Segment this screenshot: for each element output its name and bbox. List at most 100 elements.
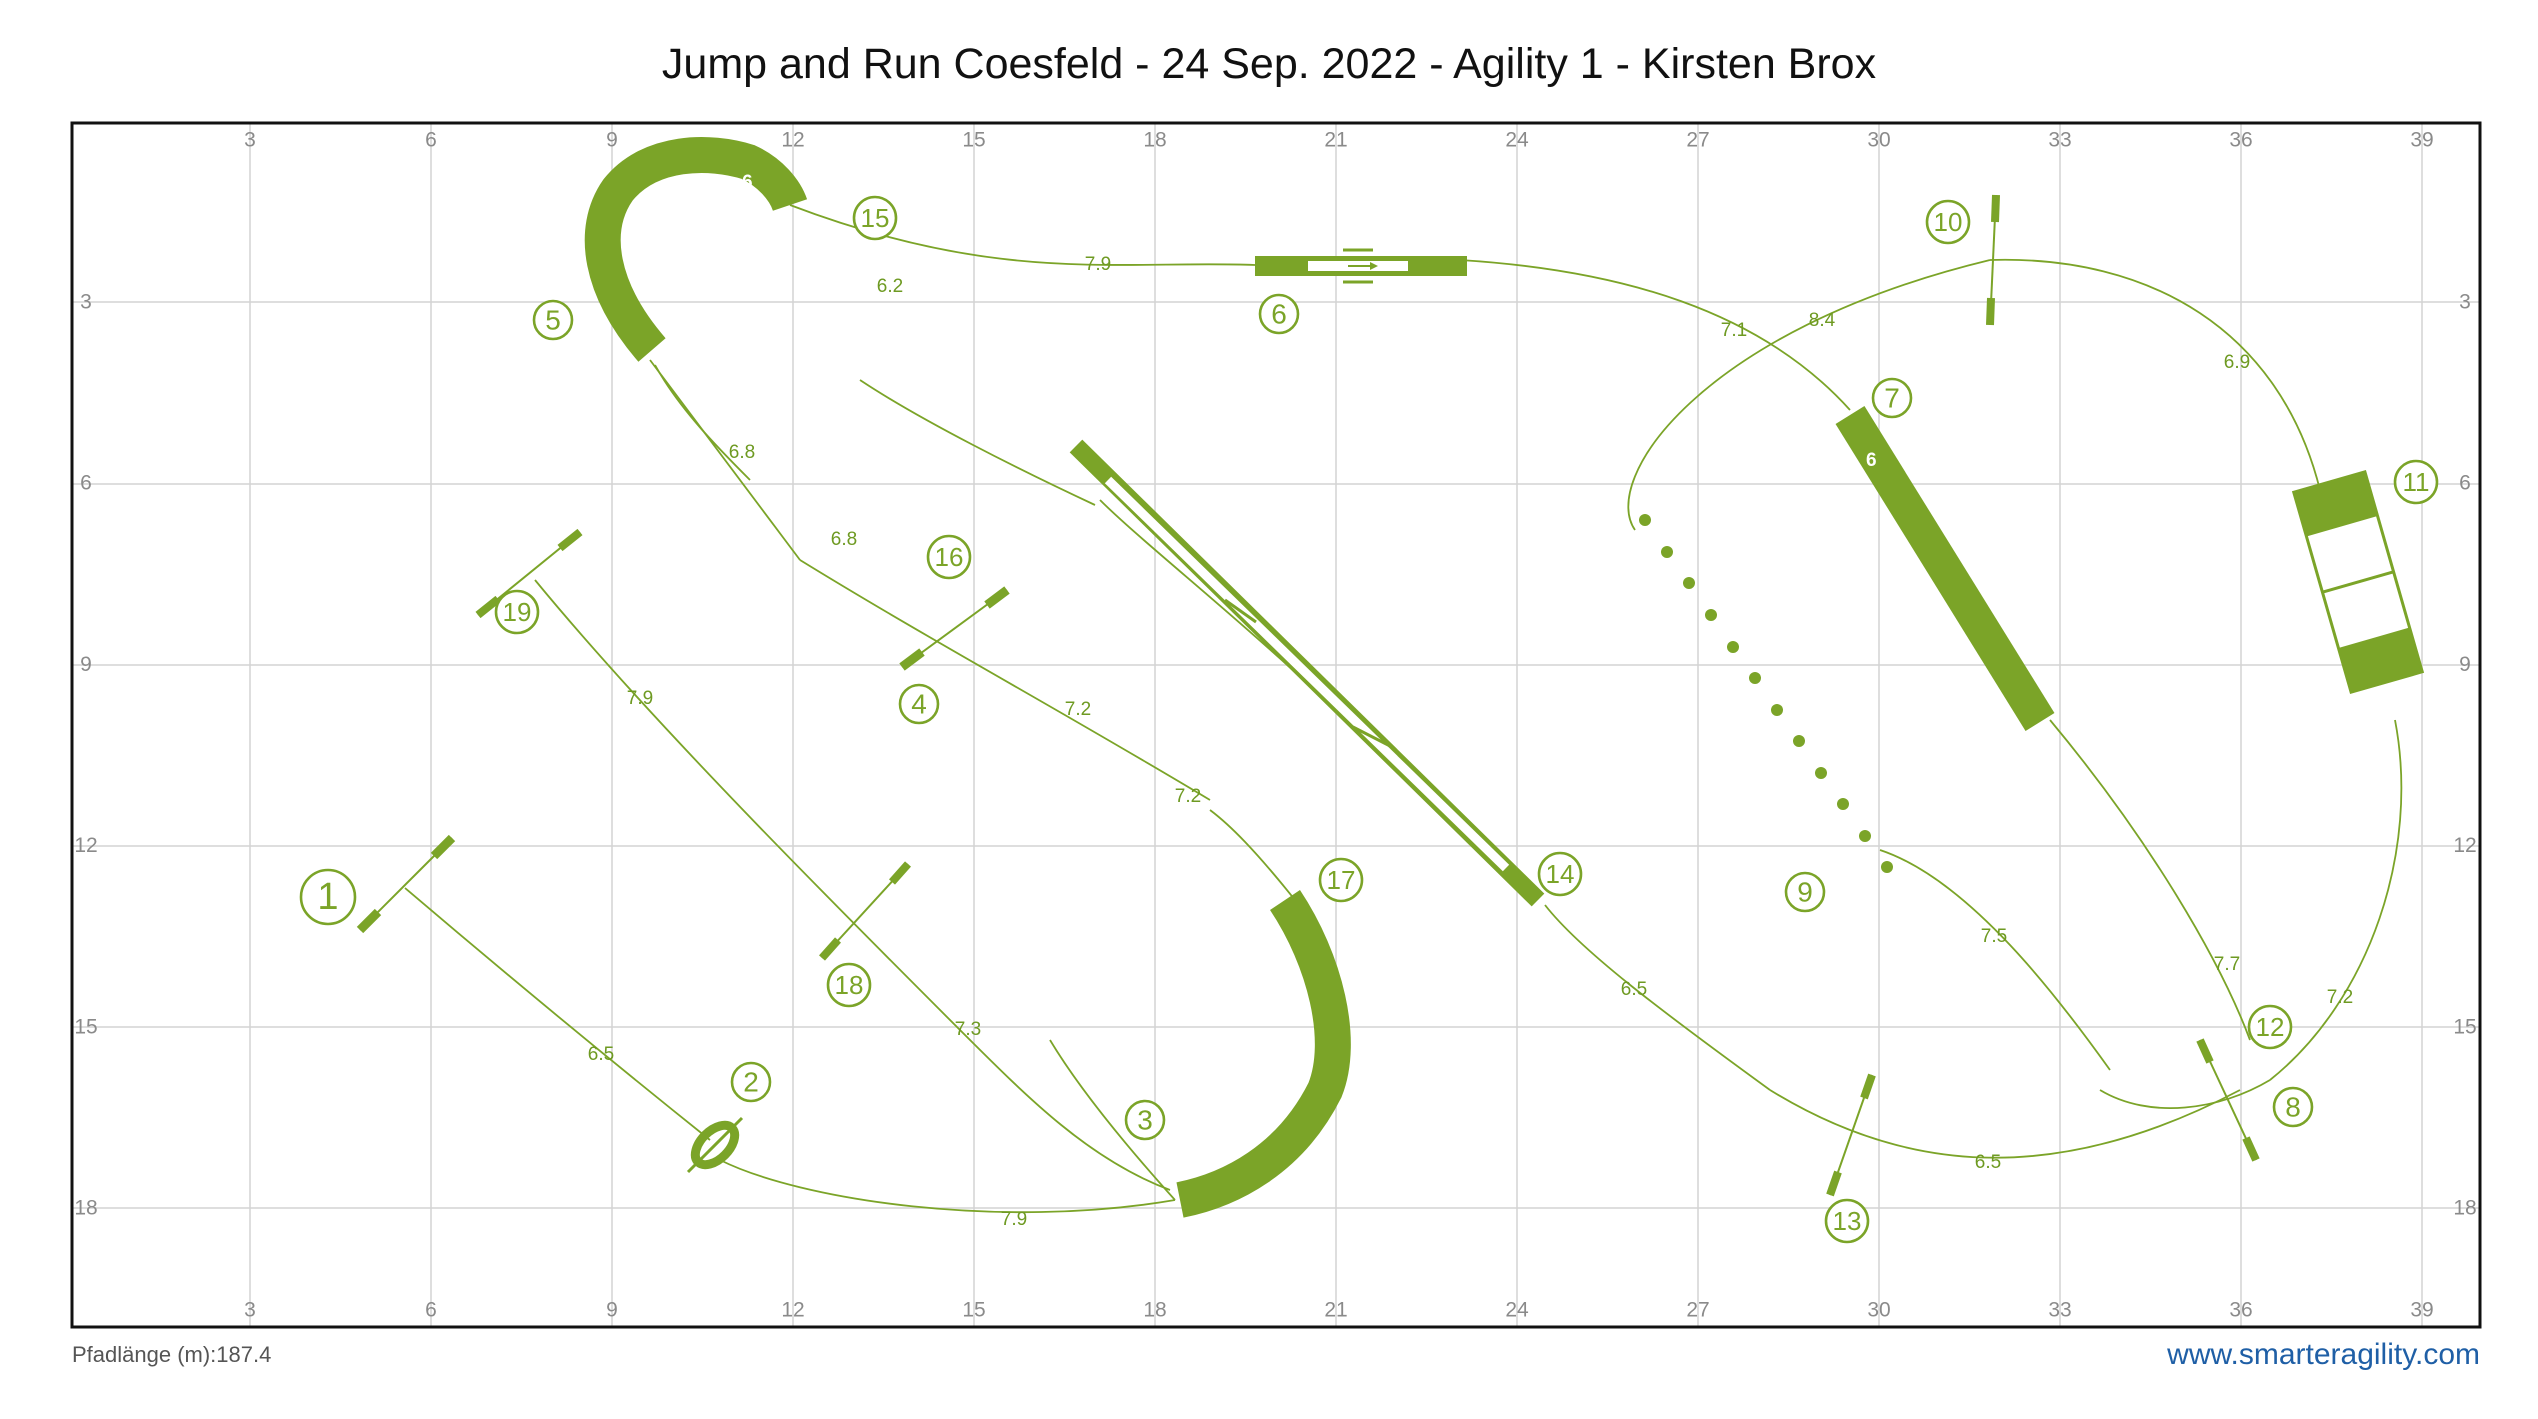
obstacle-number-19: 19 xyxy=(494,589,540,635)
x-tick-label: 6 xyxy=(425,129,437,152)
x-axis-top-ticks: 3 6 9 12 15 18 21 24 27 30 33 36 39 xyxy=(244,129,2434,152)
tunnel-5-length: 6 xyxy=(742,172,753,193)
x-tick-label: 15 xyxy=(962,129,985,152)
tunnel-3-length: 6 xyxy=(1218,1150,1229,1171)
x-tick-label: 12 xyxy=(781,129,804,152)
page-title: Jump and Run Coesfeld - 24 Sep. 2022 - A… xyxy=(661,40,1877,88)
distance-label: 7.7 xyxy=(2214,954,2240,975)
obstacle-number-17: 17 xyxy=(1318,857,1364,903)
svg-text:10: 10 xyxy=(1934,207,1963,237)
distance-label: 6.8 xyxy=(729,442,755,463)
a-frame-11 xyxy=(2291,469,2425,695)
obstacle-number-1: 1 xyxy=(299,868,357,926)
distance-labels: 6.5 7.9 7.2 7.2 6.8 6.8 6.2 7.9 7.1 8.4 … xyxy=(588,254,2353,1230)
svg-text:12: 12 xyxy=(2256,1012,2285,1042)
x-tick-label: 27 xyxy=(1686,129,1709,152)
obstacle-number-11: 11 xyxy=(2393,459,2439,505)
y-tick-label: 9 xyxy=(2459,653,2471,676)
x-tick-label: 24 xyxy=(1505,129,1529,152)
obstacle-number-6: 6 xyxy=(1258,293,1300,335)
website-link[interactable]: www.smarteragility.com xyxy=(2167,1338,2480,1371)
obstacle-number-7: 7 xyxy=(1871,377,1913,419)
svg-text:4: 4 xyxy=(911,689,927,720)
jump-4 xyxy=(899,586,1010,671)
y-tick-label: 18 xyxy=(2453,1197,2476,1220)
jump-8 xyxy=(2196,1038,2260,1162)
y-tick-label: 3 xyxy=(80,291,92,314)
x-tick-label: 33 xyxy=(2048,1299,2071,1322)
obstacle-number-13: 13 xyxy=(1824,1198,1870,1244)
jump-18 xyxy=(819,861,911,961)
distance-label: 6.5 xyxy=(1975,1152,2001,1173)
svg-text:1: 1 xyxy=(317,876,338,918)
x-tick-label: 36 xyxy=(2229,1299,2252,1322)
y-tick-label: 3 xyxy=(2459,291,2471,314)
svg-text:6: 6 xyxy=(1271,299,1287,330)
svg-text:9: 9 xyxy=(1797,877,1813,908)
svg-text:5: 5 xyxy=(545,305,561,336)
distance-label: 7.3 xyxy=(955,1019,981,1040)
svg-text:8: 8 xyxy=(2285,1092,2301,1123)
x-tick-label: 21 xyxy=(1324,1299,1347,1322)
distance-label: 7.2 xyxy=(1065,699,1091,720)
dog-walk-14 xyxy=(1069,439,1545,907)
svg-text:3: 3 xyxy=(1137,1105,1153,1136)
x-tick-label: 39 xyxy=(2410,1299,2433,1322)
distance-label: 7.9 xyxy=(1001,1209,1027,1230)
svg-text:2: 2 xyxy=(743,1067,759,1098)
svg-text:18: 18 xyxy=(835,970,864,1000)
distance-label: 6.5 xyxy=(588,1044,614,1065)
y-tick-label: 6 xyxy=(80,472,92,495)
x-tick-label: 18 xyxy=(1143,129,1166,152)
obstacle-number-15: 15 xyxy=(852,195,898,241)
obstacle-number-10: 10 xyxy=(1925,199,1971,245)
x-tick-label: 21 xyxy=(1324,129,1347,152)
distance-label: 7.2 xyxy=(1175,786,1201,807)
svg-text:11: 11 xyxy=(2403,467,2430,497)
distance-label: 6.8 xyxy=(831,529,857,550)
x-tick-label: 27 xyxy=(1686,1299,1709,1322)
jump-1 xyxy=(356,834,456,934)
table-rail-6 xyxy=(1255,248,1467,284)
svg-text:17: 17 xyxy=(1327,865,1356,895)
y-axis-right-ticks: 3 6 9 12 15 18 xyxy=(2453,291,2476,1220)
distance-label: 8.4 xyxy=(1809,310,1836,331)
x-tick-label: 3 xyxy=(244,1299,256,1322)
svg-text:13: 13 xyxy=(1833,1206,1862,1236)
obstacles: 6 6 6 xyxy=(356,137,2425,1218)
y-tick-label: 18 xyxy=(74,1197,97,1220)
obstacle-number-9: 9 xyxy=(1784,871,1826,913)
distance-label: 7.5 xyxy=(1981,926,2007,947)
svg-text:16: 16 xyxy=(935,542,964,572)
obstacle-number-2: 2 xyxy=(730,1061,772,1103)
distance-label: 6.2 xyxy=(877,276,903,297)
jump-19 xyxy=(475,528,583,619)
weave-poles-9 xyxy=(1639,514,1893,873)
x-tick-label: 9 xyxy=(606,1299,618,1322)
svg-text:7: 7 xyxy=(1884,383,1900,414)
course-frame xyxy=(70,121,2482,1329)
obstacle-number-14: 14 xyxy=(1537,851,1583,897)
distance-label: 6.9 xyxy=(2224,352,2250,373)
obstacle-number-16: 16 xyxy=(926,534,972,580)
y-tick-label: 12 xyxy=(2453,834,2476,857)
jump-13 xyxy=(1826,1073,1876,1197)
svg-text:19: 19 xyxy=(503,597,532,627)
x-tick-label: 6 xyxy=(425,1299,437,1322)
course-path xyxy=(404,204,2403,1214)
obstacle-number-4: 4 xyxy=(898,683,940,725)
x-tick-label: 33 xyxy=(2048,129,2071,152)
distance-label: 6.5 xyxy=(1621,979,1647,1000)
tunnel-3 xyxy=(1176,890,1351,1218)
y-tick-label: 9 xyxy=(80,653,92,676)
x-axis-bottom-ticks: 3 6 9 12 15 18 21 24 27 30 33 36 39 xyxy=(244,1299,2434,1322)
x-tick-label: 30 xyxy=(1867,1299,1890,1322)
x-tick-label: 36 xyxy=(2229,129,2252,152)
tunnel-7: 6 xyxy=(1835,406,2055,731)
tunnel-5 xyxy=(584,137,808,362)
path-length-label: Pfadlänge (m):187.4 xyxy=(72,1342,272,1367)
distance-label: 7.2 xyxy=(2327,987,2353,1008)
tire-2 xyxy=(686,1116,744,1174)
x-tick-label: 30 xyxy=(1867,129,1890,152)
